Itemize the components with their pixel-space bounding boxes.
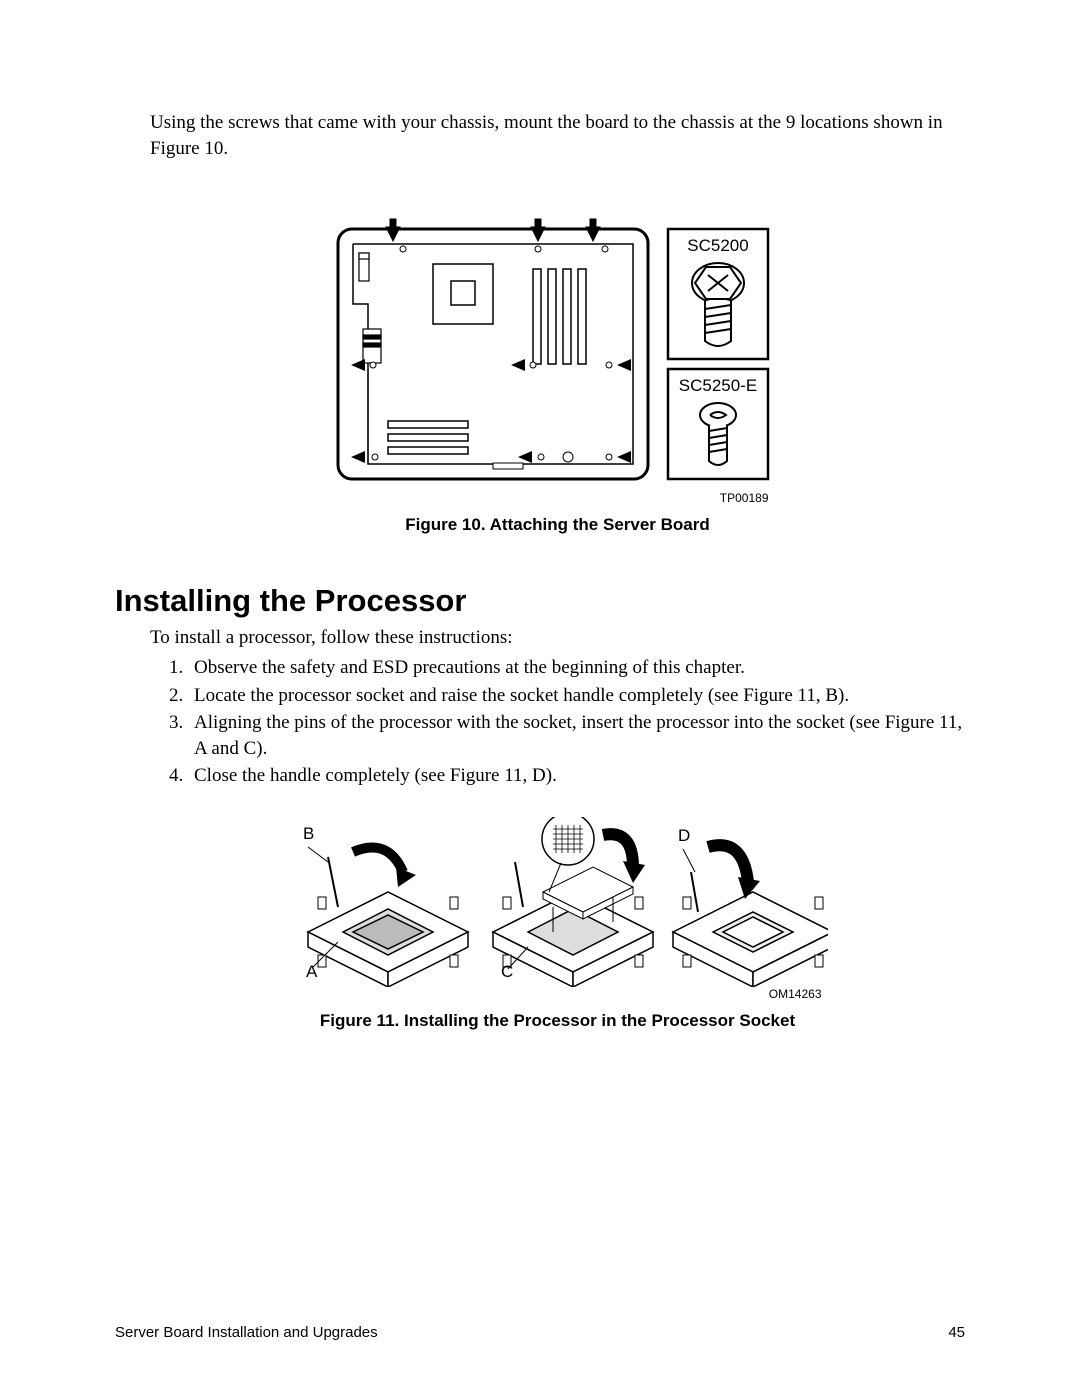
figure-10-code: TP00189 xyxy=(333,491,783,505)
label-d: D xyxy=(678,826,690,845)
section-heading: Installing the Processor xyxy=(115,583,965,619)
label-sc5200: SC5200 xyxy=(687,236,748,255)
intro-paragraph: Using the screws that came with your cha… xyxy=(150,110,965,161)
step-3: Aligning the pins of the processor with … xyxy=(188,710,965,761)
figure-10: SC5200 SC5250-E xyxy=(150,209,965,535)
label-sc5250e: SC5250-E xyxy=(678,376,756,395)
step-2: Locate the processor socket and raise th… xyxy=(188,683,965,709)
label-c: C xyxy=(501,962,513,981)
label-b: B xyxy=(303,824,314,843)
figure-11: B A xyxy=(150,817,965,1031)
install-steps: Observe the safety and ESD precautions a… xyxy=(150,655,965,789)
step-1: Observe the safety and ESD precautions a… xyxy=(188,655,965,681)
figure-11-code: OM14263 xyxy=(288,987,828,1001)
lead-sentence: To install a processor, follow these ins… xyxy=(150,625,965,651)
footer-page-number: 45 xyxy=(948,1324,965,1341)
label-a: A xyxy=(306,962,318,981)
figure-11-caption: Figure 11. Installing the Processor in t… xyxy=(150,1011,965,1031)
footer-left: Server Board Installation and Upgrades xyxy=(115,1324,378,1341)
figure-10-caption: Figure 10. Attaching the Server Board xyxy=(150,515,965,535)
step-4: Close the handle completely (see Figure … xyxy=(188,763,965,789)
page-footer: Server Board Installation and Upgrades 4… xyxy=(115,1324,965,1341)
